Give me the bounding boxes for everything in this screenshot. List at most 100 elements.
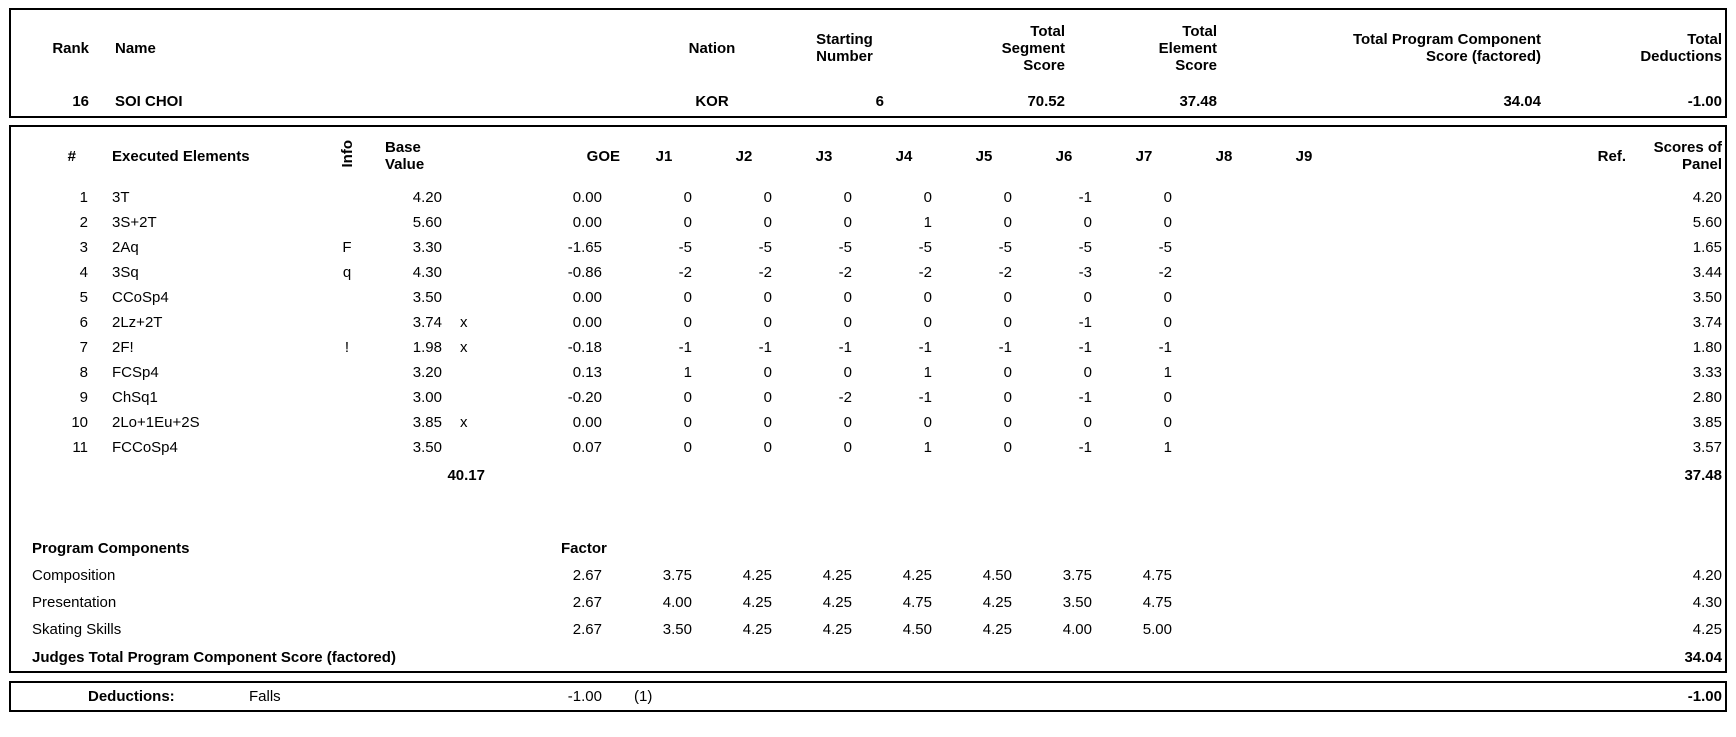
judge-9-score: [1264, 310, 1344, 335]
judge-2-score: -5: [758, 239, 772, 256]
element-credit-mark: x: [460, 314, 468, 331]
judge-9-score: [1264, 185, 1344, 210]
judge-3-component-score: 4.25: [822, 567, 852, 584]
judge-6-header: J6: [1055, 147, 1073, 165]
element-ref: [1344, 260, 1632, 285]
element-info-flag: [317, 310, 377, 335]
elements-header-row: # Executed Elements Info Base Value GOE …: [12, 127, 1724, 185]
judge-3-score: 0: [843, 289, 852, 306]
element-panel-score: 1.65: [1692, 239, 1722, 256]
element-ref: [1344, 310, 1632, 335]
executed-elements-header: Executed Elements: [112, 147, 250, 165]
judge-2-score: 0: [763, 364, 772, 381]
element-panel-score: 3.50: [1692, 289, 1722, 306]
judge-5-score: 0: [1003, 414, 1012, 431]
judge-9-score: [1264, 435, 1344, 460]
element-info-flag: [317, 210, 377, 235]
scores-of-panel-header: Scores of Panel: [1653, 139, 1722, 173]
element-info-flag: q: [342, 264, 352, 281]
element-goe: 0.00: [572, 289, 602, 306]
judge-2-header: J2: [735, 147, 753, 165]
element-goe: 0.00: [572, 414, 602, 431]
element-row: 10 2Lo+1Eu+2S 3.85 x 0.00 0 0 0 0 0 0 0 3.85: [12, 410, 1724, 435]
element-number: 7: [79, 339, 88, 356]
judge-9-score: [1264, 260, 1344, 285]
credit-column-header: [449, 127, 489, 185]
judge-9-component-score: [1264, 616, 1344, 643]
judge-6-component-score: 3.50: [1062, 594, 1092, 611]
judge-1-score: 0: [683, 189, 692, 206]
judge-7-component-score: 4.75: [1142, 567, 1172, 584]
element-panel-score: 3.57: [1692, 439, 1722, 456]
goe-header: GOE: [586, 147, 620, 165]
program-component-row: Skating Skills 2.67 3.50 4.25 4.25 4.50 4.25 4.…: [12, 616, 1724, 643]
total-segment-score-header: Total Segment Score: [1001, 22, 1065, 74]
number-column-header: #: [67, 147, 76, 165]
element-credit-mark: [449, 185, 489, 210]
rank-value: 16: [72, 92, 89, 110]
program-component-rows: Composition 2.67 3.75 4.25 4.25 4.25 4.50 3.75 4…: [12, 562, 1724, 643]
component-panel-score: 4.25: [1692, 621, 1722, 638]
element-name: 2F!: [112, 339, 134, 356]
judge-8-score: [1184, 310, 1264, 335]
judge-7-score: 0: [1163, 314, 1172, 331]
judge-3-score: -2: [838, 389, 852, 406]
element-row: 11 FCCoSp4 3.50 0.07 0 0 0 1 0 -1 1 3.57: [12, 435, 1724, 460]
judges-total-label: Judges Total Program Component Score (fa…: [32, 648, 396, 666]
element-rows: 1 3T 4.20 0.00 0 0 0 0 0 -1 0 4.20 2 3S+2T 5.60 0.00 0 0 0…: [12, 185, 1724, 460]
element-panel-score: 3.85: [1692, 414, 1722, 431]
judges-total-row: Judges Total Program Component Score (fa…: [12, 643, 1724, 671]
judge-4-header: J4: [895, 147, 913, 165]
element-panel-score: 3.74: [1692, 314, 1722, 331]
component-name: Presentation: [32, 594, 117, 611]
element-panel-score: 2.80: [1692, 389, 1722, 406]
element-info-flag: F: [342, 239, 352, 256]
element-row: 9 ChSq1 3.00 -0.20 0 0 -2 -1 0 -1 0 2.80: [12, 385, 1724, 410]
element-goe: 0.00: [572, 189, 602, 206]
judge-4-component-score: 4.50: [902, 621, 932, 638]
element-name: 3Sq: [112, 264, 139, 281]
judge-8-score: [1184, 335, 1264, 360]
element-goe: 0.07: [572, 439, 602, 456]
judge-8-header: J8: [1215, 147, 1233, 165]
judge-8-score: [1184, 285, 1264, 310]
judge-4-score: 1: [923, 364, 932, 381]
judge-1-score: 0: [683, 389, 692, 406]
element-base-value: 3.50: [412, 439, 442, 456]
judge-3-score: 0: [843, 314, 852, 331]
element-name: CCoSp4: [112, 289, 169, 306]
judge-1-score: 0: [683, 414, 692, 431]
judge-9-score: [1264, 410, 1344, 435]
rank-header: Rank: [52, 39, 89, 57]
judge-7-score: 0: [1163, 389, 1172, 406]
judge-9-score: [1264, 360, 1344, 385]
judge-6-score: 0: [1083, 289, 1092, 306]
element-row: 1 3T 4.20 0.00 0 0 0 0 0 -1 0 4.20: [12, 185, 1724, 210]
element-row: 7 2F!! 1.98 x -0.18 -1 -1 -1 -1 -1 -1 -1 1.80: [12, 335, 1724, 360]
component-panel-score: 4.20: [1692, 567, 1722, 584]
element-ref: [1344, 385, 1632, 410]
element-ref: [1344, 435, 1632, 460]
judge-1-score: 1: [683, 364, 692, 381]
judge-9-component-score: [1264, 589, 1344, 616]
skater-summary-box: Rank Name Nation Starting Number Total S…: [9, 8, 1727, 118]
total-base-value: 40.17: [447, 466, 485, 484]
judge-1-component-score: 3.50: [662, 621, 692, 638]
element-base-value: 4.20: [412, 189, 442, 206]
element-row: 6 2Lz+2T 3.74 x 0.00 0 0 0 0 0 -1 0 3.74: [12, 310, 1724, 335]
deduction-name: Falls: [249, 688, 281, 705]
element-panel-score: 3.44: [1692, 264, 1722, 281]
judge-7-component-score: 4.75: [1142, 594, 1172, 611]
element-credit-mark: x: [460, 339, 468, 356]
element-goe: -0.86: [567, 264, 602, 281]
total-deductions-header: Total Deductions: [1640, 31, 1722, 65]
element-number: 3: [79, 239, 88, 256]
judge-4-score: -5: [918, 239, 932, 256]
judge-5-score: 0: [1003, 189, 1012, 206]
judge-9-score: [1264, 210, 1344, 235]
component-ref: [1344, 589, 1632, 616]
total-element-score-header: Total Element Score: [1158, 22, 1217, 74]
element-base-value: 3.74: [412, 314, 442, 331]
judge-1-score: -2: [678, 264, 692, 281]
element-credit-mark: [449, 210, 489, 235]
